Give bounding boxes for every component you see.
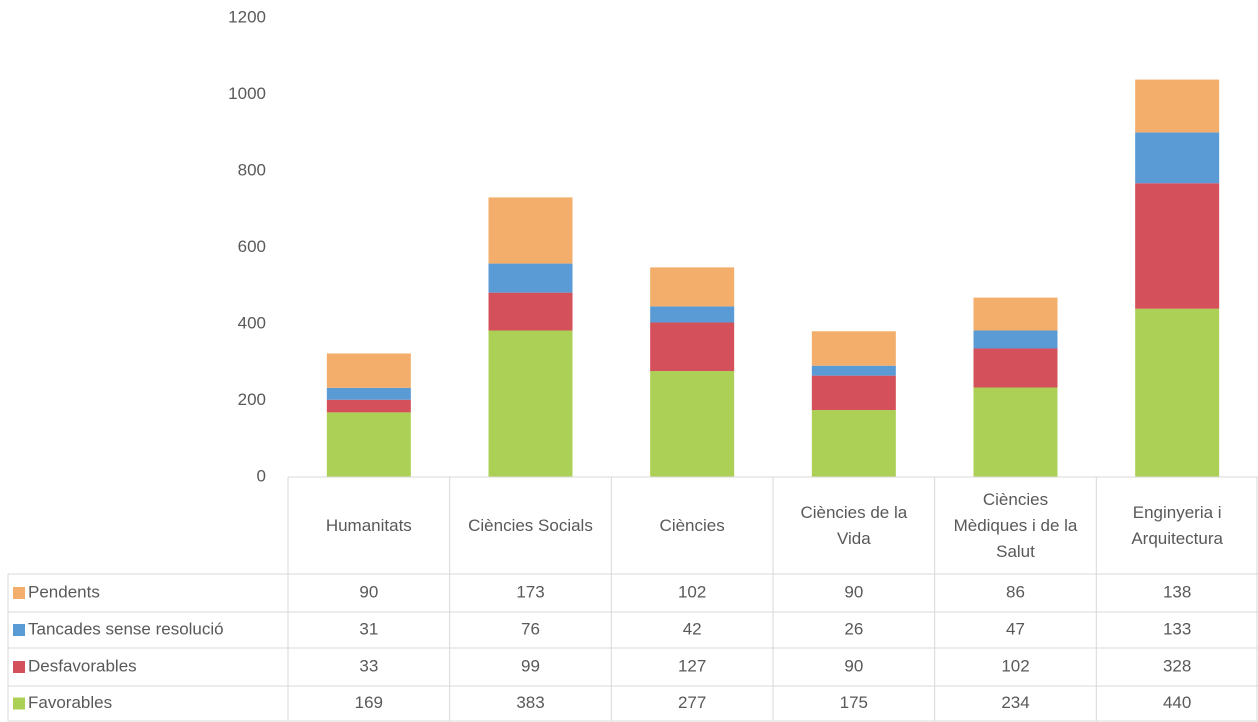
bar-segment (811, 331, 896, 366)
bar-segment (326, 353, 411, 388)
bar-segment (811, 375, 896, 411)
table-value: 138 (1163, 582, 1191, 601)
x-tick-label: Ciències de la Vida (800, 502, 908, 548)
table-value: 169 (355, 693, 383, 712)
x-tick-label: Ciències Mèdiques i de la Salut (953, 489, 1078, 561)
y-tick-label: 800 (238, 160, 266, 179)
y-tick-label: 0 (257, 466, 266, 485)
table-value: 33 (359, 656, 378, 675)
bar-segment (650, 371, 735, 477)
x-tick-label: Humanitats (325, 515, 412, 535)
table-value: 175 (840, 693, 868, 712)
bar-segment (973, 348, 1058, 388)
bar-segment (488, 197, 573, 264)
table-value: 133 (1163, 619, 1191, 638)
bar-segment (973, 387, 1058, 477)
table-value: 31 (359, 619, 378, 638)
bar-segment (973, 297, 1058, 331)
y-tick-label: 400 (238, 313, 266, 332)
table-value: 47 (1006, 619, 1025, 638)
legend-label: Favorables (28, 693, 112, 712)
bar-segment (650, 322, 735, 372)
bar-segment (488, 263, 573, 293)
legend-label: Pendents (28, 582, 100, 601)
bar-segment (811, 365, 896, 376)
bar-segment (650, 306, 735, 323)
table-value: 90 (844, 656, 863, 675)
bar-segment (488, 292, 573, 331)
legend-label: Desfavorables (28, 656, 137, 675)
table-value: 234 (1001, 693, 1029, 712)
table-value: 86 (1006, 582, 1025, 601)
x-tick-label: Ciències (659, 515, 725, 535)
table-value: 277 (678, 693, 706, 712)
bar-segment (1135, 132, 1220, 184)
table-value: 42 (683, 619, 702, 638)
legend-swatch (13, 661, 25, 673)
bar-segment (811, 410, 896, 477)
bar-segment (1135, 79, 1220, 133)
legend-swatch (13, 697, 25, 710)
table-value: 383 (516, 693, 544, 712)
table-value: 26 (844, 619, 863, 638)
bar-segment (1135, 308, 1220, 477)
y-tick-label: 600 (238, 237, 266, 256)
bar-segment (650, 267, 735, 307)
bar-segment (973, 330, 1058, 349)
bar-segment (326, 399, 411, 413)
table-value: 99 (521, 656, 540, 675)
bar-segment (1135, 183, 1220, 309)
y-tick-label: 1200 (228, 7, 266, 26)
table-value: 102 (678, 582, 706, 601)
legend-label: Tancades sense resolució (28, 619, 224, 638)
table-value: 102 (1001, 656, 1029, 675)
bar-segment (326, 387, 411, 400)
y-tick-label: 200 (238, 390, 266, 409)
legend-swatch (13, 624, 25, 636)
table-value: 173 (516, 582, 544, 601)
x-tick-label: Ciències Socials (468, 515, 593, 535)
bar-segment (488, 330, 573, 477)
table-value: 76 (521, 619, 540, 638)
y-tick-label: 1000 (228, 84, 266, 103)
legend-swatch (13, 587, 25, 599)
x-tick-label: Enginyeria i Arquitectura (1131, 502, 1223, 548)
table-value: 440 (1163, 693, 1191, 712)
table-value: 90 (844, 582, 863, 601)
table-value: 90 (359, 582, 378, 601)
table-value: 127 (678, 656, 706, 675)
bar-segment (326, 412, 411, 477)
table-value: 328 (1163, 656, 1191, 675)
